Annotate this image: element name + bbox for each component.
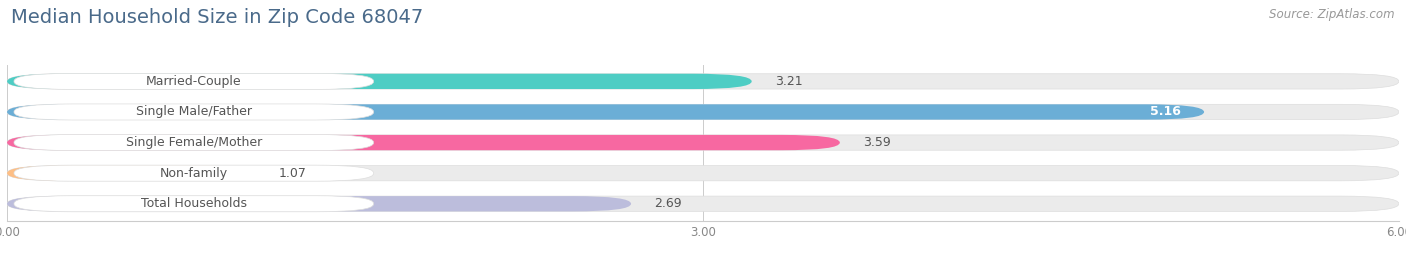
Text: 3.21: 3.21	[775, 75, 803, 88]
Text: 5.16: 5.16	[1150, 105, 1181, 118]
Text: 2.69: 2.69	[654, 197, 682, 210]
FancyBboxPatch shape	[7, 196, 1399, 211]
Text: Total Households: Total Households	[141, 197, 247, 210]
Text: Single Female/Mother: Single Female/Mother	[125, 136, 262, 149]
FancyBboxPatch shape	[14, 73, 374, 89]
FancyBboxPatch shape	[7, 104, 1399, 120]
FancyBboxPatch shape	[7, 104, 1204, 120]
FancyBboxPatch shape	[7, 74, 1399, 89]
FancyBboxPatch shape	[7, 196, 631, 211]
Text: Median Household Size in Zip Code 68047: Median Household Size in Zip Code 68047	[11, 8, 423, 27]
Text: Single Male/Father: Single Male/Father	[136, 105, 252, 118]
FancyBboxPatch shape	[7, 135, 839, 150]
FancyBboxPatch shape	[14, 134, 374, 151]
Text: Married-Couple: Married-Couple	[146, 75, 242, 88]
FancyBboxPatch shape	[14, 165, 374, 181]
FancyBboxPatch shape	[7, 135, 1399, 150]
FancyBboxPatch shape	[7, 74, 752, 89]
FancyBboxPatch shape	[14, 196, 374, 212]
FancyBboxPatch shape	[14, 104, 374, 120]
Text: 1.07: 1.07	[278, 167, 307, 180]
Text: 3.59: 3.59	[863, 136, 891, 149]
Text: Source: ZipAtlas.com: Source: ZipAtlas.com	[1270, 8, 1395, 21]
Text: Non-family: Non-family	[160, 167, 228, 180]
FancyBboxPatch shape	[7, 165, 256, 181]
FancyBboxPatch shape	[7, 165, 1399, 181]
